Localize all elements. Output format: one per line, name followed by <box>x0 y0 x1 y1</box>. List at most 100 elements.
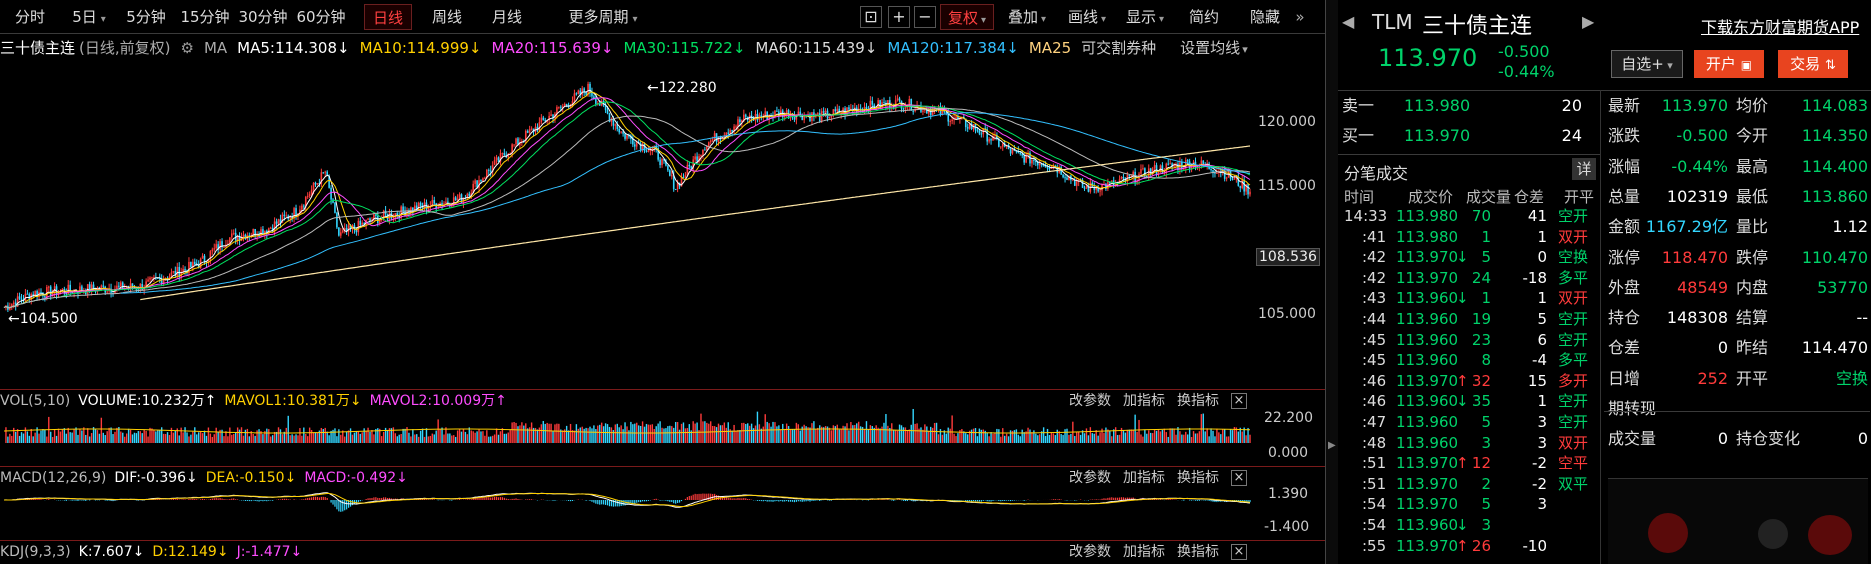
period-9[interactable]: 更多周期 ▾ <box>558 4 648 30</box>
add-watchlist-button[interactable]: 自选+ ▾ <box>1611 50 1683 78</box>
tick-oi-change: 5 <box>1537 310 1547 328</box>
tick-header-1: 成交价 <box>1408 188 1454 206</box>
prev-contract-icon[interactable]: ◀ <box>1342 12 1355 31</box>
vol-controls: 改参数 加指标 换指标 × <box>1057 390 1247 412</box>
plus-icon[interactable]: + <box>888 6 910 28</box>
y-tick-115: 115.000 <box>1258 178 1316 194</box>
tick-header-4: 开平 <box>1564 188 1595 206</box>
tick-volume: 35 <box>1471 392 1491 411</box>
tick-time: :54 <box>1362 516 1387 534</box>
tool-5[interactable]: 隐藏 <box>1238 4 1292 30</box>
tick-time: :42 <box>1362 268 1387 287</box>
tick-time: 14:33 <box>1344 207 1388 225</box>
switch-indicator-button[interactable]: 换指标 <box>1177 544 1219 560</box>
tick-volume: 5 <box>1481 413 1491 431</box>
tool-4[interactable]: 简约 <box>1180 4 1228 30</box>
quote-label: 开平 <box>1736 368 1769 388</box>
edit-params-button[interactable]: 改参数 <box>1069 393 1111 409</box>
lock-icon[interactable]: ⊡ <box>860 6 882 28</box>
quote-label: 今开 <box>1736 126 1769 146</box>
period-3[interactable]: 15分钟 <box>180 4 230 30</box>
macd-y-bottom: -1.400 <box>1264 519 1310 535</box>
quote-label: 结算 <box>1736 308 1769 328</box>
tick-open-close: 双开 <box>1558 433 1589 452</box>
download-app-link[interactable]: 下载东方财富期货APP <box>1701 18 1860 37</box>
period-1[interactable]: 5日 ▾ <box>66 4 112 30</box>
contract-name: 三十债主连 <box>1422 14 1533 39</box>
tick-volume: 5 <box>1481 248 1491 267</box>
tick-volume: 2 <box>1481 474 1491 493</box>
add-indicator-button[interactable]: 加指标 <box>1123 470 1165 486</box>
bid-vol: 24 <box>1561 126 1582 145</box>
macd-divider <box>0 466 1325 467</box>
quote-value: -- <box>1856 308 1868 328</box>
y-tick-120: 120.000 <box>1258 114 1316 130</box>
close-icon[interactable]: × <box>1231 544 1247 560</box>
tick-header-2: 成交量 <box>1466 188 1512 206</box>
period-7[interactable]: 周线 <box>424 4 470 30</box>
open-account-label: 开户 <box>1705 55 1736 73</box>
tick-row: :51 113.970 2 -2 双平 <box>1338 474 1603 494</box>
tick-open-close: 双开 <box>1558 227 1589 246</box>
tick-open-close: 空开 <box>1558 207 1589 225</box>
add-indicator-button[interactable]: 加指标 <box>1123 393 1165 409</box>
kdj-legend: KDJ(9,3,3) K:7.607↓ D:12.149↓ J:-1.477↓ <box>0 541 310 563</box>
more-icon[interactable]: » <box>1295 8 1305 26</box>
chevron-down-icon: ▾ <box>1242 43 1248 56</box>
period-6[interactable]: 日线 <box>364 4 412 30</box>
quote-row: 持仓 148308 结算 -- <box>1608 304 1868 332</box>
tick-header: 时间 成交价 成交量 仓差 开平 <box>1338 186 1603 208</box>
ma-settings-button[interactable]: 设置均线 <box>1180 39 1241 57</box>
quote-value: 1.12 <box>1832 217 1868 237</box>
period-0[interactable]: 分时 <box>8 4 52 30</box>
chevron-down-icon: ▾ <box>100 14 106 25</box>
collapse-handle[interactable]: ▶ <box>1326 0 1338 564</box>
switch-indicator-button[interactable]: 换指标 <box>1177 393 1219 409</box>
tool-1[interactable]: 叠加 ▾ <box>1000 4 1054 30</box>
period-2[interactable]: 5分钟 <box>124 4 168 30</box>
period-8[interactable]: 月线 <box>484 4 530 30</box>
tick-time: :46 <box>1362 392 1387 411</box>
switch-indicator-button[interactable]: 换指标 <box>1177 470 1219 486</box>
tool-3[interactable]: 显示 ▾ <box>1120 4 1170 30</box>
quote-label: 持仓 <box>1608 308 1641 328</box>
ma10-line <box>3 91 1251 309</box>
trade-button[interactable]: 交易 ⇅ <box>1778 50 1848 78</box>
quote-label: 金额 <box>1608 217 1641 237</box>
next-contract-icon[interactable]: ▶ <box>1582 12 1595 31</box>
close-icon[interactable]: × <box>1231 470 1247 486</box>
open-account-button[interactable]: 开户 ▣ <box>1694 50 1764 78</box>
tick-volume: 3 <box>1481 516 1491 534</box>
macd-bars <box>3 492 1251 512</box>
quote-row: 涨跌 -0.500 今开 114.350 <box>1608 122 1868 150</box>
add-indicator-button[interactable]: 加指标 <box>1123 544 1165 560</box>
deliverable-bonds-link[interactable]: 可交割券种 <box>1081 39 1157 57</box>
tick-volume: 24 <box>1471 268 1491 287</box>
arrow-down-icon: ↓ <box>1456 248 1469 267</box>
bottom-widget <box>1608 478 1868 564</box>
tick-detail-button[interactable]: 详 <box>1572 158 1596 180</box>
tick-volume: 1 <box>1481 289 1491 308</box>
tool-2[interactable]: 画线 ▾ <box>1064 4 1110 30</box>
gear-icon[interactable]: ⚙ <box>180 39 194 57</box>
tick-volume: 26 <box>1471 536 1491 555</box>
close-icon[interactable]: × <box>1231 393 1247 409</box>
quote-value: 110.470 <box>1801 247 1868 267</box>
tool-0[interactable]: 复权 ▾ <box>940 4 994 30</box>
edit-params-button[interactable]: 改参数 <box>1069 544 1111 560</box>
period-4[interactable]: 30分钟 <box>238 4 288 30</box>
minus-icon[interactable]: − <box>914 6 936 28</box>
kline-chart[interactable] <box>0 60 1325 564</box>
tick-volume: 23 <box>1471 330 1491 349</box>
quote-label: 外盘 <box>1608 277 1641 297</box>
tool-label: 叠加 <box>1007 8 1038 26</box>
period-toolbar: 分时 5日 ▾ 5分钟 15分钟 30分钟 60分钟 日线 周线 月线 更多周期 ▾ ⊡ + − 复权 ▾ 叠加 ▾… <box>0 0 1325 34</box>
edit-params-button[interactable]: 改参数 <box>1069 470 1111 486</box>
tick-time: :41 <box>1362 227 1387 246</box>
tick-row: :45 113.960 8 -4 多平 <box>1338 350 1603 370</box>
quote-row: 金额 1167.29亿 量比 1.12 <box>1608 213 1868 241</box>
quote-value: 114.400 <box>1801 156 1868 176</box>
period-5[interactable]: 60分钟 <box>296 4 346 30</box>
tick-time: :54 <box>1362 495 1387 514</box>
